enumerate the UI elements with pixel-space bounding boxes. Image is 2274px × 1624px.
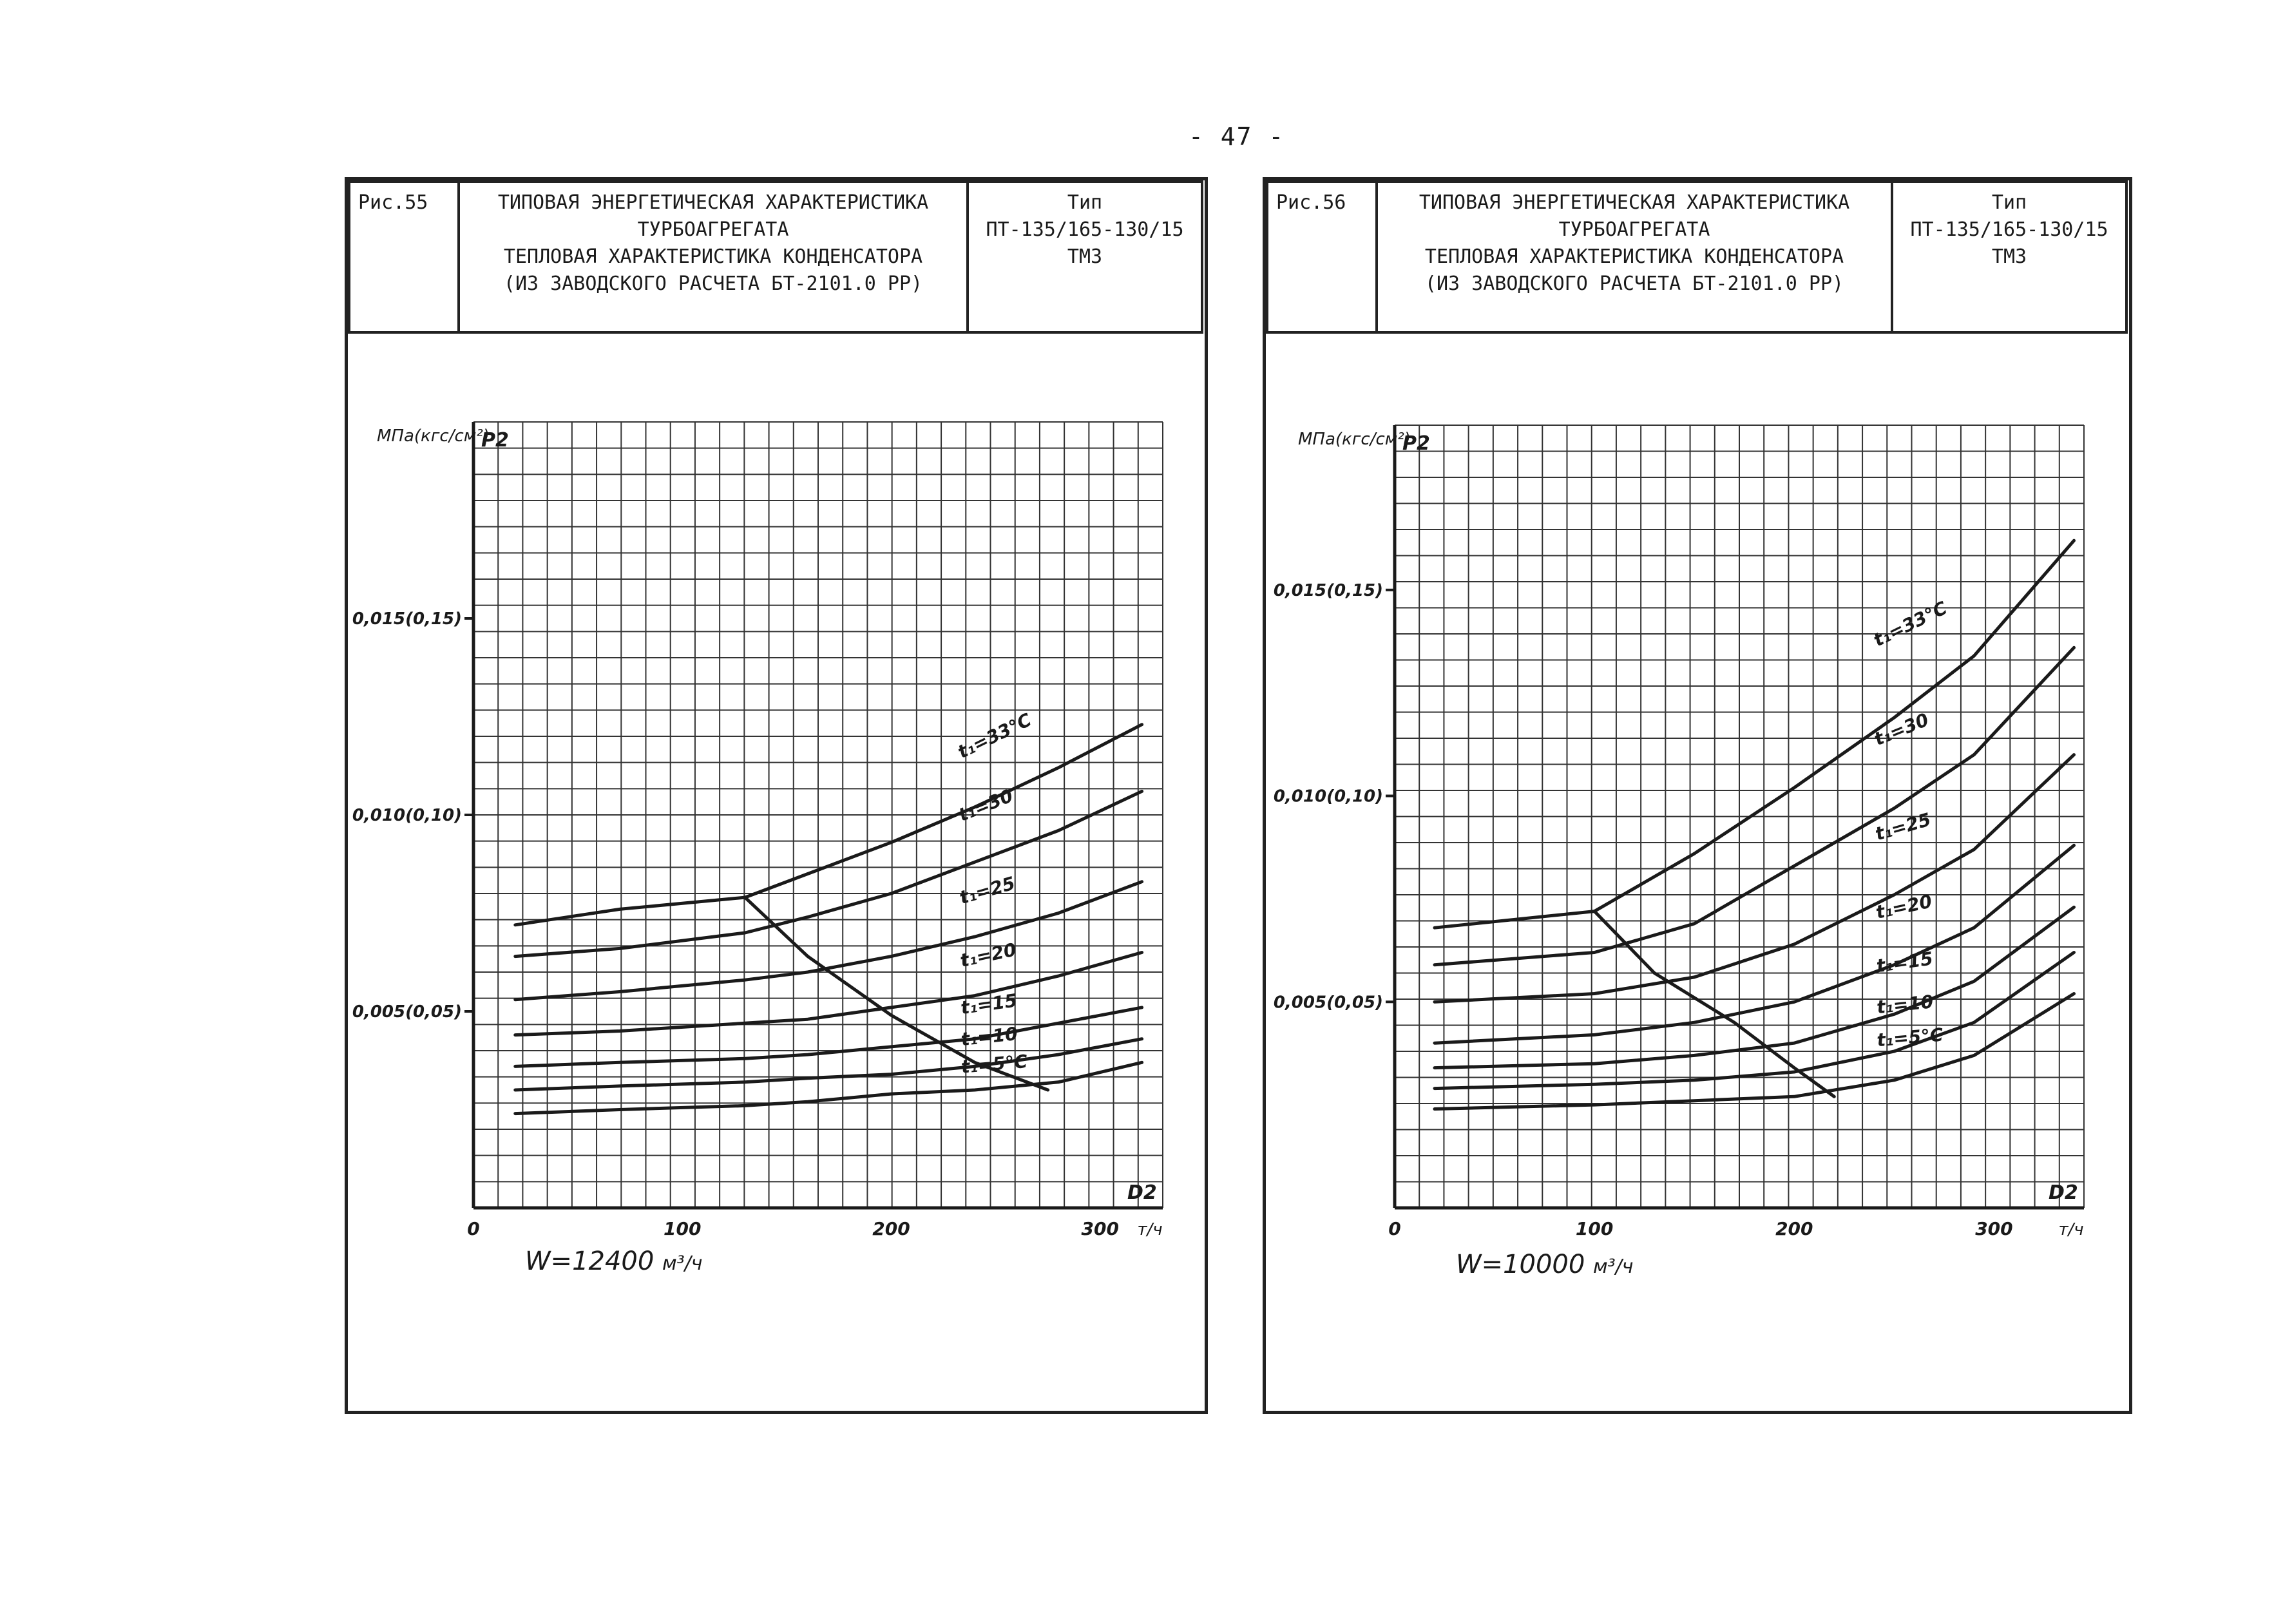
figure-55-type-line-1: Тип [1067,191,1103,214]
fig56-chart: МПа(кгс/см²)P2 0,005(0,05) 0,010(0,10) 0,01… [1274,425,2085,1239]
figure-56-type: Тип ПТ-135/165-130/15 ТМЗ [1893,183,2125,331]
figure-55-flow-label: W=12400 м³/ч [525,1247,703,1276]
fig56-x-tick-label: 100 [1576,1218,1613,1239]
fig56-curve-t1-10 [1433,951,2076,1091]
fig55-x-tick-label: 300 [1082,1218,1119,1239]
page-number: - 47 - [1189,122,1285,151]
fig56-x-tick-label: 300 [1975,1218,2012,1239]
fig55-x-tick-label: 200 [872,1218,910,1239]
figure-55-title: ТИПОВАЯ ЭНЕРГЕТИЧЕСКАЯ ХАРАКТЕРИСТИКА ТУ… [460,183,969,331]
fig55-grid [473,421,1163,1208]
figure-55-title-line-4: (ИЗ ЗАВОДСКОГО РАСЧЕТА БТ-2101.0 РР) [503,272,923,295]
fig55-curve-t1-25 [513,880,1144,1002]
fig55-curve-t1-30 [513,789,1144,959]
figure-55-title-block: Рис.55 ТИПОВАЯ ЭНЕРГЕТИЧЕСКАЯ ХАРАКТЕРИС… [348,180,1203,334]
fig55-curve-limit [743,895,1050,1092]
fig56-y-variable-label: P2 [1402,432,1430,455]
fig56-curve-t1-25 [1433,753,2076,1004]
figure-56-title-line-4: (ИЗ ЗАВОДСКОГО РАСЧЕТА БТ-2101.0 РР) [1424,272,1844,295]
figure-55-type-line-3: ТМЗ [1067,245,1103,268]
fig55-curve-label: t₁=20 [958,939,1018,971]
fig56-grid [1394,425,2085,1208]
figure-56-type-line-2: ПТ-135/165-130/15 [1910,218,2108,241]
figure-55-title-line-1: ТИПОВАЯ ЭНЕРГЕТИЧЕСКАЯ ХАРАКТЕРИСТИКА [497,191,929,214]
fig56-x-unit-label: т/ч [2058,1220,2083,1239]
figure-56-label: Рис.56 [1268,183,1378,331]
figure-56-title-line-2: ТУРБОАГРЕГАТА [1558,218,1710,241]
fig56-curve-limit [1592,910,1836,1098]
fig56-curve-label: t₁=20 [1874,890,1934,923]
fig55-y-variable-label: P2 [481,429,509,452]
fig56-y-unit-label: МПа(кгс/см²) [1298,430,1411,449]
figure-55-type-line-2: ПТ-135/165-130/15 [986,218,1184,241]
figure-56-flow-label: W=10000 м³/ч [1456,1250,1634,1279]
figure-55-title-line-3: ТЕПЛОВАЯ ХАРАКТЕРИСТИКА КОНДЕНСАТОРА [503,245,923,268]
figure-55-flow-unit: м³/ч [662,1252,703,1275]
fig55-curve-t1-5-c [513,1060,1144,1116]
figure-56-title-line-1: ТИПОВАЯ ЭНЕРГЕТИЧЕСКАЯ ХАРАКТЕРИСТИКА [1419,191,1850,214]
fig56-x-variable-label: D2 [2049,1181,2078,1204]
figure-56-type-line-3: ТМЗ [1991,245,2027,268]
fig56-curve-t1-30 [1433,645,2076,967]
fig55-x-tick-label: 100 [664,1218,701,1239]
figure-55-label: Рис.55 [350,183,460,331]
fig55-curve-t1-33-c [513,723,1144,927]
figure-56-flow-value: W=10000 [1456,1250,1585,1279]
fig55-y-tick-label: 0,005(0,05) [352,1002,462,1022]
fig56-curve-label: t₁=15 [1875,948,1935,977]
fig55-curve-label: t₁=5°C [960,1051,1029,1078]
fig56-x-tick-label: 0 [1388,1218,1400,1239]
fig56-curve-label: t₁=30 [1871,709,1932,750]
fig55-curve-t1-20 [513,951,1144,1037]
fig56-x-tick-label: 200 [1775,1218,1813,1239]
fig56-curve-t1-5-c [1433,992,2076,1111]
fig55-curve-t1-15 [513,1006,1144,1068]
fig55-curve-label: t₁=10 [960,1023,1018,1050]
figure-55-title-line-2: ТУРБОАГРЕГАТА [637,218,789,241]
fig56-curve-label: t₁=33°C [1870,597,1951,651]
fig55-y-tick-label: 0,015(0,15) [352,609,462,629]
fig56-curve-label: t₁=10 [1876,991,1935,1018]
fig56-y-tick-label: 0,015(0,15) [1274,581,1383,600]
fig55-chart: МПа(кгс/см²)P2 0,005(0,05) 0,010(0,10) 0,01… [352,421,1163,1239]
figure-56-type-line-1: Тип [1991,191,2027,214]
fig56-curve-t1-20 [1433,843,2076,1045]
fig56-y-tick-label: 0,010(0,10) [1274,787,1383,807]
fig55-x-variable-label: D2 [1127,1181,1157,1204]
fig55-y-tick-label: 0,010(0,10) [352,806,462,825]
fig55-x-tick-label: 0 [467,1218,479,1239]
figure-56-title-line-3: ТЕПЛОВАЯ ХАРАКТЕРИСТИКА КОНДЕНСАТОРА [1424,245,1844,268]
figure-56-title-block: Рис.56 ТИПОВАЯ ЭНЕРГЕТИЧЕСКАЯ ХАРАКТЕРИС… [1266,180,2128,334]
fig55-y-unit-label: МПа(кгс/см²) [377,426,490,446]
fig55-curve-label: t₁=30 [955,785,1016,826]
fig55-curve-t1-10 [513,1037,1144,1092]
fig56-curve-t1-33-c [1433,539,2076,930]
fig56-y-tick-label: 0,005(0,05) [1274,993,1383,1012]
figure-55-flow-value: W=12400 [525,1247,654,1276]
fig55-x-unit-label: т/ч [1137,1220,1162,1239]
figure-56-flow-unit: м³/ч [1593,1256,1634,1278]
fig56-curve-t1-15 [1433,905,2076,1070]
fig55-curve-label: t₁=15 [959,989,1018,1018]
figure-55-type: Тип ПТ-135/165-130/15 ТМЗ [969,183,1201,331]
fig56-curve-label: t₁=5°C [1876,1024,1944,1051]
figure-56-title: ТИПОВАЯ ЭНЕРГЕТИЧЕСКАЯ ХАРАКТЕРИСТИКА ТУ… [1378,183,1893,331]
